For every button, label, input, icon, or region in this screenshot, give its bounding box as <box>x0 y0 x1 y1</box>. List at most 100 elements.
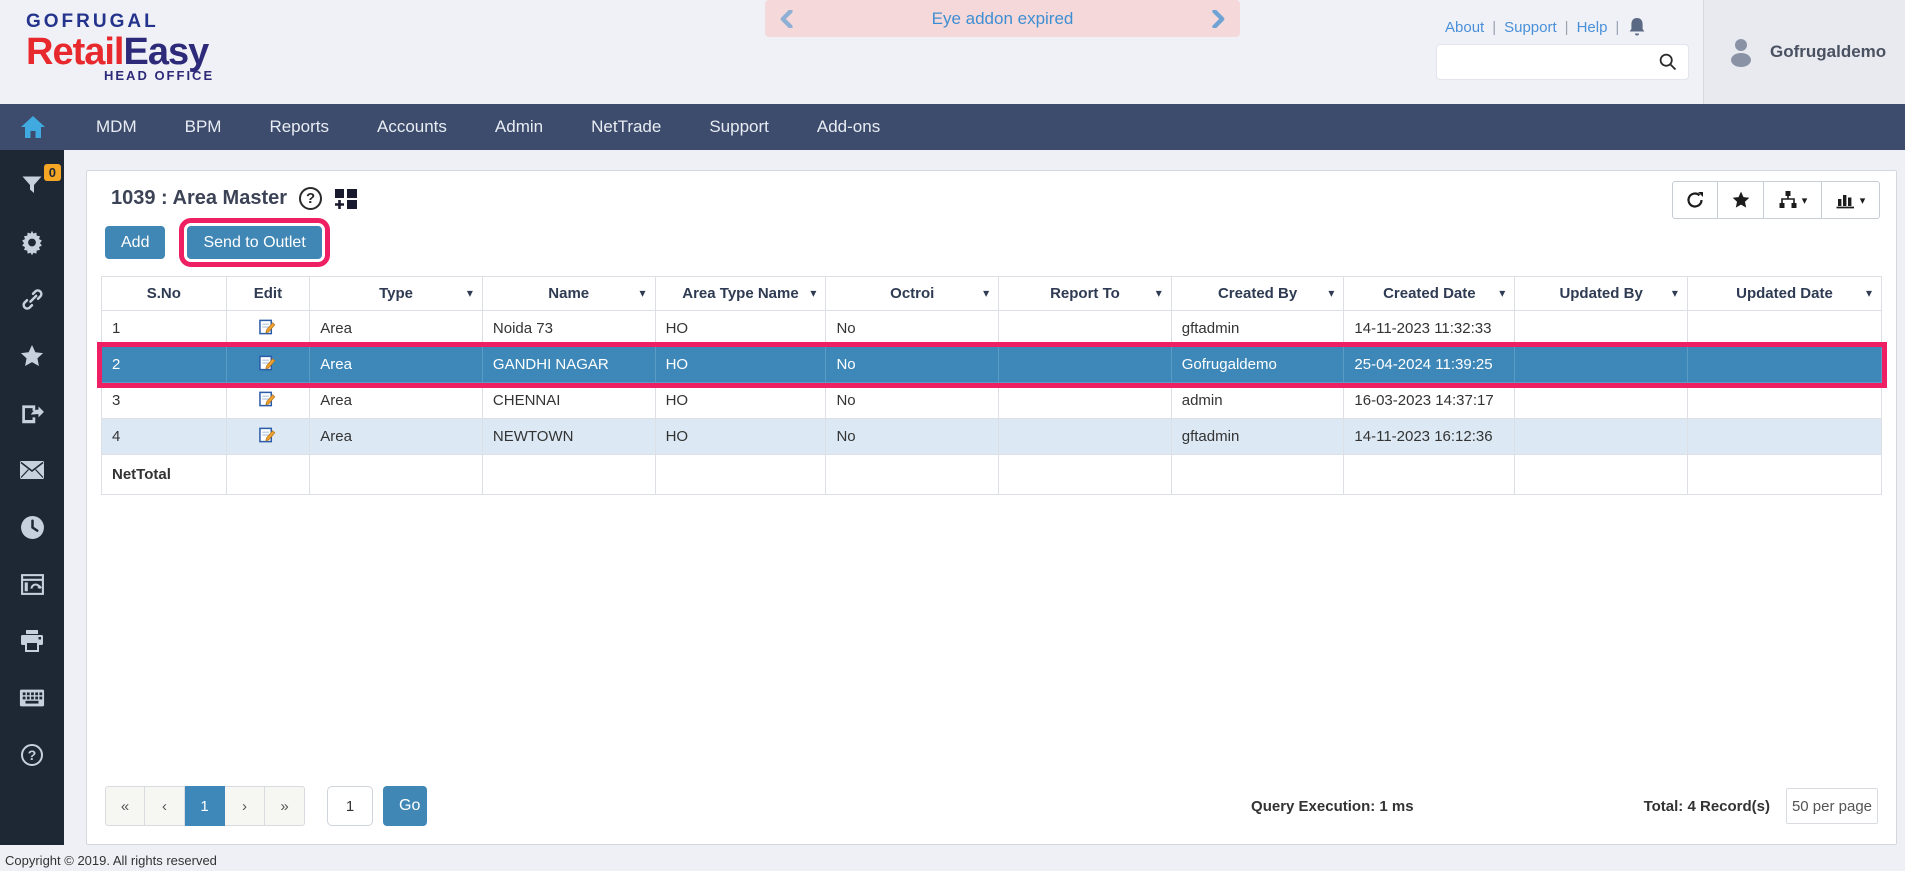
sort-caret-icon[interactable]: ▾ <box>1328 286 1335 300</box>
support-link[interactable]: Support <box>1504 18 1557 36</box>
col-report-to[interactable]: Report To ▾ <box>998 276 1172 311</box>
logo-product: RetailEasy <box>26 31 209 73</box>
page-title-row: 1039 : Area Master ? <box>111 187 1882 210</box>
header-links: About | Support | Help | <box>1445 16 1647 38</box>
col-octroi[interactable]: Octroi ▾ <box>825 276 1000 311</box>
nav-item-admin[interactable]: Admin <box>494 117 544 136</box>
goto-page-input[interactable] <box>327 786 373 826</box>
mail-icon[interactable] <box>19 457 45 483</box>
prev-page-button[interactable]: ‹ <box>145 786 185 826</box>
net-total-label: NetTotal <box>101 454 227 495</box>
col-updated-date[interactable]: Updated Date ▾ <box>1686 276 1883 311</box>
window-refresh-icon[interactable] <box>19 571 45 597</box>
query-execution-status: Query Execution: 1 ms <box>1251 797 1414 815</box>
global-search <box>1436 44 1689 80</box>
table-row[interactable]: 1 Area Noida 73 HO No gftadmin 14-11-202… <box>101 310 1883 347</box>
widget-grid-icon[interactable] <box>334 188 358 210</box>
col-name[interactable]: Name ▾ <box>481 276 656 311</box>
nav-item-addons[interactable]: Add-ons <box>816 117 881 136</box>
sort-caret-icon[interactable]: ▾ <box>1499 286 1506 300</box>
sort-caret-icon[interactable]: ▾ <box>1865 286 1872 300</box>
main-nav: MDM BPM Reports Accounts Admin NetTrade … <box>0 104 1905 150</box>
first-page-button[interactable]: « <box>105 786 145 826</box>
chart-view-button[interactable]: ▾ <box>1822 181 1880 219</box>
col-area-type-name[interactable]: Area Type Name ▾ <box>654 276 827 311</box>
sort-caret-icon[interactable]: ▾ <box>983 286 990 300</box>
separator: | <box>1615 18 1620 36</box>
nav-item-accounts[interactable]: Accounts <box>376 117 447 136</box>
sort-caret-icon[interactable]: ▾ <box>1671 286 1678 300</box>
banner-prev-icon[interactable] <box>779 9 793 28</box>
nav-item-mdm[interactable]: MDM <box>96 117 137 136</box>
favorites-star-icon[interactable] <box>19 343 45 369</box>
sort-caret-icon[interactable]: ▾ <box>810 286 817 300</box>
nav-item-bpm[interactable]: BPM <box>184 117 222 136</box>
edit-button[interactable] <box>225 346 311 383</box>
nav-item-reports[interactable]: Reports <box>269 117 329 136</box>
separator: | <box>1564 18 1569 36</box>
col-created-date[interactable]: Created Date ▾ <box>1343 276 1516 311</box>
page-1-button[interactable]: 1 <box>185 786 225 826</box>
col-sno: S.No <box>101 276 227 311</box>
table-row-selected[interactable]: 2 Area GANDHI NAGAR HO No Gofrugaldemo 2… <box>96 341 1887 388</box>
send-to-outlet-button[interactable]: Send to Outlet <box>179 218 330 267</box>
filter-icon[interactable]: 0 <box>19 164 61 198</box>
app-header: GOFRUGAL RetailEasy HEAD OFFICE Eye addo… <box>0 0 1905 104</box>
history-clock-icon[interactable] <box>19 514 45 540</box>
user-avatar-icon <box>1731 39 1751 67</box>
user-menu[interactable]: Gofrugaldemo <box>1703 0 1905 104</box>
search-input[interactable] <box>1437 45 1658 79</box>
net-total-row: NetTotal <box>101 454 1883 495</box>
sort-caret-icon[interactable]: ▾ <box>1155 286 1162 300</box>
nav-item-support[interactable]: Support <box>709 117 769 136</box>
home-icon[interactable] <box>20 115 46 139</box>
share-icon[interactable] <box>19 400 45 426</box>
table-row[interactable]: 3 Area CHENNAI HO No admin 16-03-2023 14… <box>101 382 1883 419</box>
hierarchy-view-button[interactable]: ▾ <box>1764 181 1822 219</box>
banner-next-icon[interactable] <box>1212 9 1226 28</box>
next-page-button[interactable]: › <box>225 786 265 826</box>
settings-gear-icon[interactable] <box>19 229 45 255</box>
sort-caret-icon[interactable]: ▾ <box>639 286 646 300</box>
col-type[interactable]: Type ▾ <box>309 276 483 311</box>
logo-brand: GOFRUGAL <box>26 11 159 32</box>
nav-item-nettrade[interactable]: NetTrade <box>591 117 662 136</box>
edit-button[interactable] <box>225 310 311 347</box>
tool-sidebar: 0 ? <box>0 150 64 845</box>
search-icon[interactable] <box>1658 52 1678 72</box>
edit-button[interactable] <box>225 382 311 419</box>
refresh-button[interactable] <box>1672 181 1718 219</box>
help-link[interactable]: Help <box>1576 18 1608 36</box>
chevron-down-icon: ▾ <box>1859 194 1866 207</box>
go-button[interactable]: Go <box>383 786 427 826</box>
keyboard-icon[interactable] <box>19 685 45 711</box>
add-button[interactable]: Add <box>105 226 166 259</box>
link-icon[interactable] <box>19 286 45 312</box>
total-records-status: Total: 4 Record(s) <box>1643 797 1770 815</box>
col-created-by[interactable]: Created By ▾ <box>1170 276 1345 311</box>
edit-button[interactable] <box>225 418 311 455</box>
print-icon[interactable] <box>19 628 45 654</box>
user-name: Gofrugaldemo <box>1770 42 1887 61</box>
bar-chart-icon <box>1836 195 1854 209</box>
copyright-footer: Copyright © 2019. All rights reserved <box>5 853 217 868</box>
col-updated-by[interactable]: Updated By ▾ <box>1514 276 1688 311</box>
table-row[interactable]: 4 Area NEWTOWN HO No gftadmin 14-11-2023… <box>101 418 1883 455</box>
page-help-icon[interactable]: ? <box>299 187 323 210</box>
last-page-button[interactable]: » <box>265 786 305 826</box>
table-header-row: S.No Edit Type ▾ Name ▾ Area Type Name ▾ Oc… <box>101 276 1883 311</box>
per-page-select[interactable]: 50 per page <box>1786 788 1878 824</box>
sort-caret-icon[interactable]: ▾ <box>466 286 473 300</box>
table-footer-bar: « ‹ 1 › » Go Query Execution: 1 ms Total… <box>101 786 1882 830</box>
about-link[interactable]: About <box>1445 18 1485 36</box>
banner-message: Eye addon expired <box>931 8 1074 28</box>
notifications-bell-icon[interactable] <box>1627 16 1647 38</box>
separator: | <box>1492 18 1497 36</box>
favorite-button[interactable] <box>1718 181 1764 219</box>
star-icon <box>1732 191 1749 208</box>
grid-toolbar: ▾ ▾ <box>1672 181 1880 219</box>
refresh-icon <box>1687 192 1703 208</box>
edit-icon <box>259 427 276 442</box>
help-icon[interactable]: ? <box>19 742 45 768</box>
logo-subtitle: HEAD OFFICE <box>104 68 215 83</box>
